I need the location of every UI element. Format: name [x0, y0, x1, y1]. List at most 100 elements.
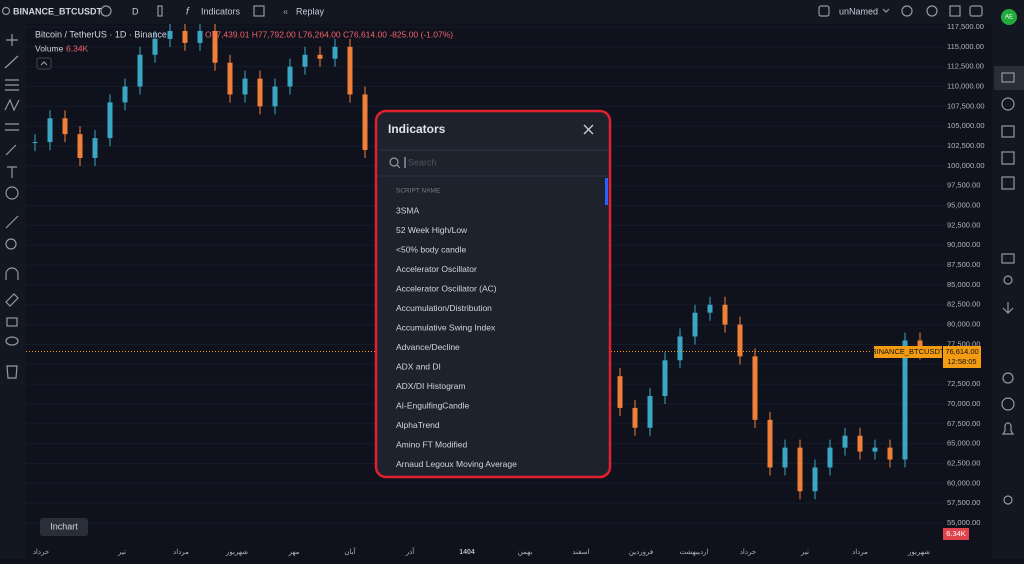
trend-line-tool[interactable] [4, 55, 19, 69]
theme-icon[interactable] [1003, 495, 1013, 505]
indicators-button[interactable] [179, 0, 245, 24]
scrollbar[interactable] [605, 178, 608, 205]
interval[interactable]: D [132, 6, 139, 16]
fib-tool[interactable] [5, 79, 19, 91]
icon-tool[interactable] [5, 186, 19, 200]
time-label: اردیبهشت [680, 548, 709, 556]
price-tag-text: 76,614.00 [945, 347, 978, 356]
indicator-item[interactable]: Accumulation/Distribution [396, 303, 492, 313]
candle-body [77, 134, 83, 158]
ruler-tool[interactable] [5, 215, 19, 229]
price-label: 110,000.00 [947, 82, 984, 91]
inchart-label[interactable]: Inchart [50, 521, 78, 531]
candle-body [677, 336, 683, 361]
delete-tool[interactable] [6, 365, 18, 379]
snapshot-icon[interactable] [969, 5, 983, 17]
crosshair-tool[interactable] [6, 34, 18, 46]
time-label: تیر [117, 549, 126, 556]
time-label: آبان [344, 546, 356, 556]
inchart-button[interactable] [40, 518, 88, 536]
time-label: شهریور [225, 549, 248, 556]
zoom-tool[interactable] [5, 238, 17, 250]
indicator-item[interactable]: Accumulative Swing Index [396, 322, 496, 332]
volume-label: Volume [35, 43, 64, 53]
indicator-item[interactable]: 52 Week High/Low [396, 225, 468, 235]
candle-body [32, 142, 38, 144]
price-label: 87,500.00 [947, 260, 980, 269]
search-icon[interactable] [1, 6, 11, 16]
settings-icon[interactable] [926, 5, 938, 17]
price-label: 105,000.00 [947, 121, 985, 130]
download-icon[interactable] [1002, 302, 1014, 314]
collapse-legend[interactable] [36, 57, 52, 70]
candle-body [647, 396, 653, 428]
candle-body [812, 467, 818, 492]
news-icon[interactable] [1001, 151, 1015, 165]
calendar-icon[interactable] [1001, 125, 1015, 138]
candle-body [272, 86, 278, 107]
indicator-item[interactable]: 3SMA [396, 205, 419, 215]
hide-tool[interactable] [5, 336, 19, 346]
layout-name[interactable]: unNamed [839, 6, 878, 16]
price-label: 97,500.00 [947, 181, 980, 190]
avatar[interactable] [1001, 9, 1017, 25]
magnet-tool[interactable] [5, 267, 19, 280]
candle-body [707, 304, 713, 313]
candle-body [302, 54, 308, 67]
alerts-icon[interactable] [1001, 97, 1015, 111]
watchlist-icon[interactable] [1001, 72, 1015, 83]
indicators-label[interactable]: Indicators [201, 6, 241, 16]
candle-body [632, 407, 638, 428]
price-label: 65,000.00 [947, 439, 980, 448]
wallet-icon[interactable] [1001, 253, 1015, 264]
indicator-item[interactable]: Arnaud Legoux Moving Average [396, 459, 517, 469]
indicator-item[interactable]: Amino FT Modified [396, 439, 467, 449]
price-label: 77,500.00 [947, 339, 980, 348]
time-label: آذر [405, 546, 415, 556]
settings-side-icon[interactable] [1002, 372, 1014, 384]
time-label: شهریور [907, 549, 930, 556]
symbol-tag [874, 346, 942, 358]
symbol[interactable]: BINANCE_BTCUSDT [13, 6, 103, 16]
profile-icon[interactable] [1003, 275, 1013, 285]
indicator-item[interactable]: AlphaTrend [396, 420, 440, 430]
text-tool[interactable] [7, 166, 17, 178]
ideas-icon[interactable] [1001, 176, 1015, 190]
indicator-item[interactable]: ADX/DI Histogram [396, 381, 465, 391]
chart-type[interactable] [157, 5, 163, 17]
compare-button[interactable] [100, 5, 112, 17]
alert-icon[interactable] [901, 5, 913, 17]
search-input[interactable]: Search [408, 157, 437, 167]
fullscreen-icon[interactable] [949, 5, 961, 17]
templates-icon[interactable] [253, 5, 265, 17]
notifications-icon[interactable] [1001, 422, 1015, 435]
indicator-item[interactable]: Advance/Decline [396, 342, 460, 352]
price-label: 67,500.00 [947, 419, 980, 428]
pattern-tool[interactable] [4, 98, 20, 112]
price-label: 95,000.00 [947, 201, 980, 210]
legend-ohlc: O77,439.01 H77,792.00 L76,264.00 C76,614… [205, 29, 453, 39]
help-icon[interactable] [1001, 397, 1015, 411]
brush-tool[interactable] [5, 144, 17, 156]
indicator-item[interactable]: AI-EngulfingCandle [396, 400, 470, 410]
close-button[interactable] [583, 124, 594, 135]
symbol-tag-text: BINANCE_BTCUSDT [872, 347, 945, 356]
legend-title: Bitcoin / TetherUS · 1D · Binance [35, 29, 167, 39]
time-label: تیر [800, 549, 809, 556]
candle-body [317, 54, 323, 59]
candle-body [362, 94, 368, 151]
lock-tool[interactable] [6, 317, 18, 327]
indicator-item[interactable]: <50% body candle [396, 244, 466, 254]
layout-icon[interactable] [818, 5, 830, 17]
replay[interactable]: Replay [296, 6, 325, 16]
watchlist-active[interactable] [994, 66, 1024, 90]
lock-drawings[interactable] [5, 293, 19, 307]
indicator-item[interactable]: ADX and DI [396, 361, 441, 371]
indicators-dialog: Indicators Search SCRIPT NAME 3SMA 52 Wee… [374, 109, 612, 479]
candle-body [122, 86, 128, 103]
prediction-tool[interactable] [5, 123, 19, 131]
indicator-item[interactable]: Accelerator Oscillator [396, 264, 477, 274]
price-label: 82,500.00 [947, 300, 980, 309]
time-axis-labels: خرداد تیر مرداد شهریور مهر آبان آذر 1404 بهمن اسف… [33, 546, 930, 556]
indicator-item[interactable]: Accelerator Oscillator (AC) [396, 283, 497, 293]
